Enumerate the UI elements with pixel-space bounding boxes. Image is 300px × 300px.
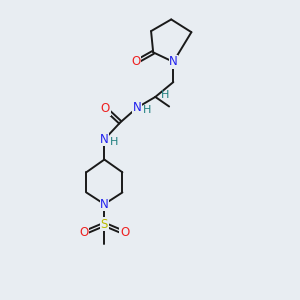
Text: H: H xyxy=(161,90,169,100)
Text: N: N xyxy=(100,133,109,146)
Text: O: O xyxy=(101,102,110,115)
Text: N: N xyxy=(100,198,109,211)
Text: H: H xyxy=(143,105,152,115)
Text: O: O xyxy=(120,226,129,239)
Text: S: S xyxy=(101,218,108,231)
Text: N: N xyxy=(133,101,142,114)
Text: O: O xyxy=(132,56,141,68)
Text: N: N xyxy=(169,56,178,68)
Text: O: O xyxy=(80,226,89,239)
Text: H: H xyxy=(110,137,119,147)
